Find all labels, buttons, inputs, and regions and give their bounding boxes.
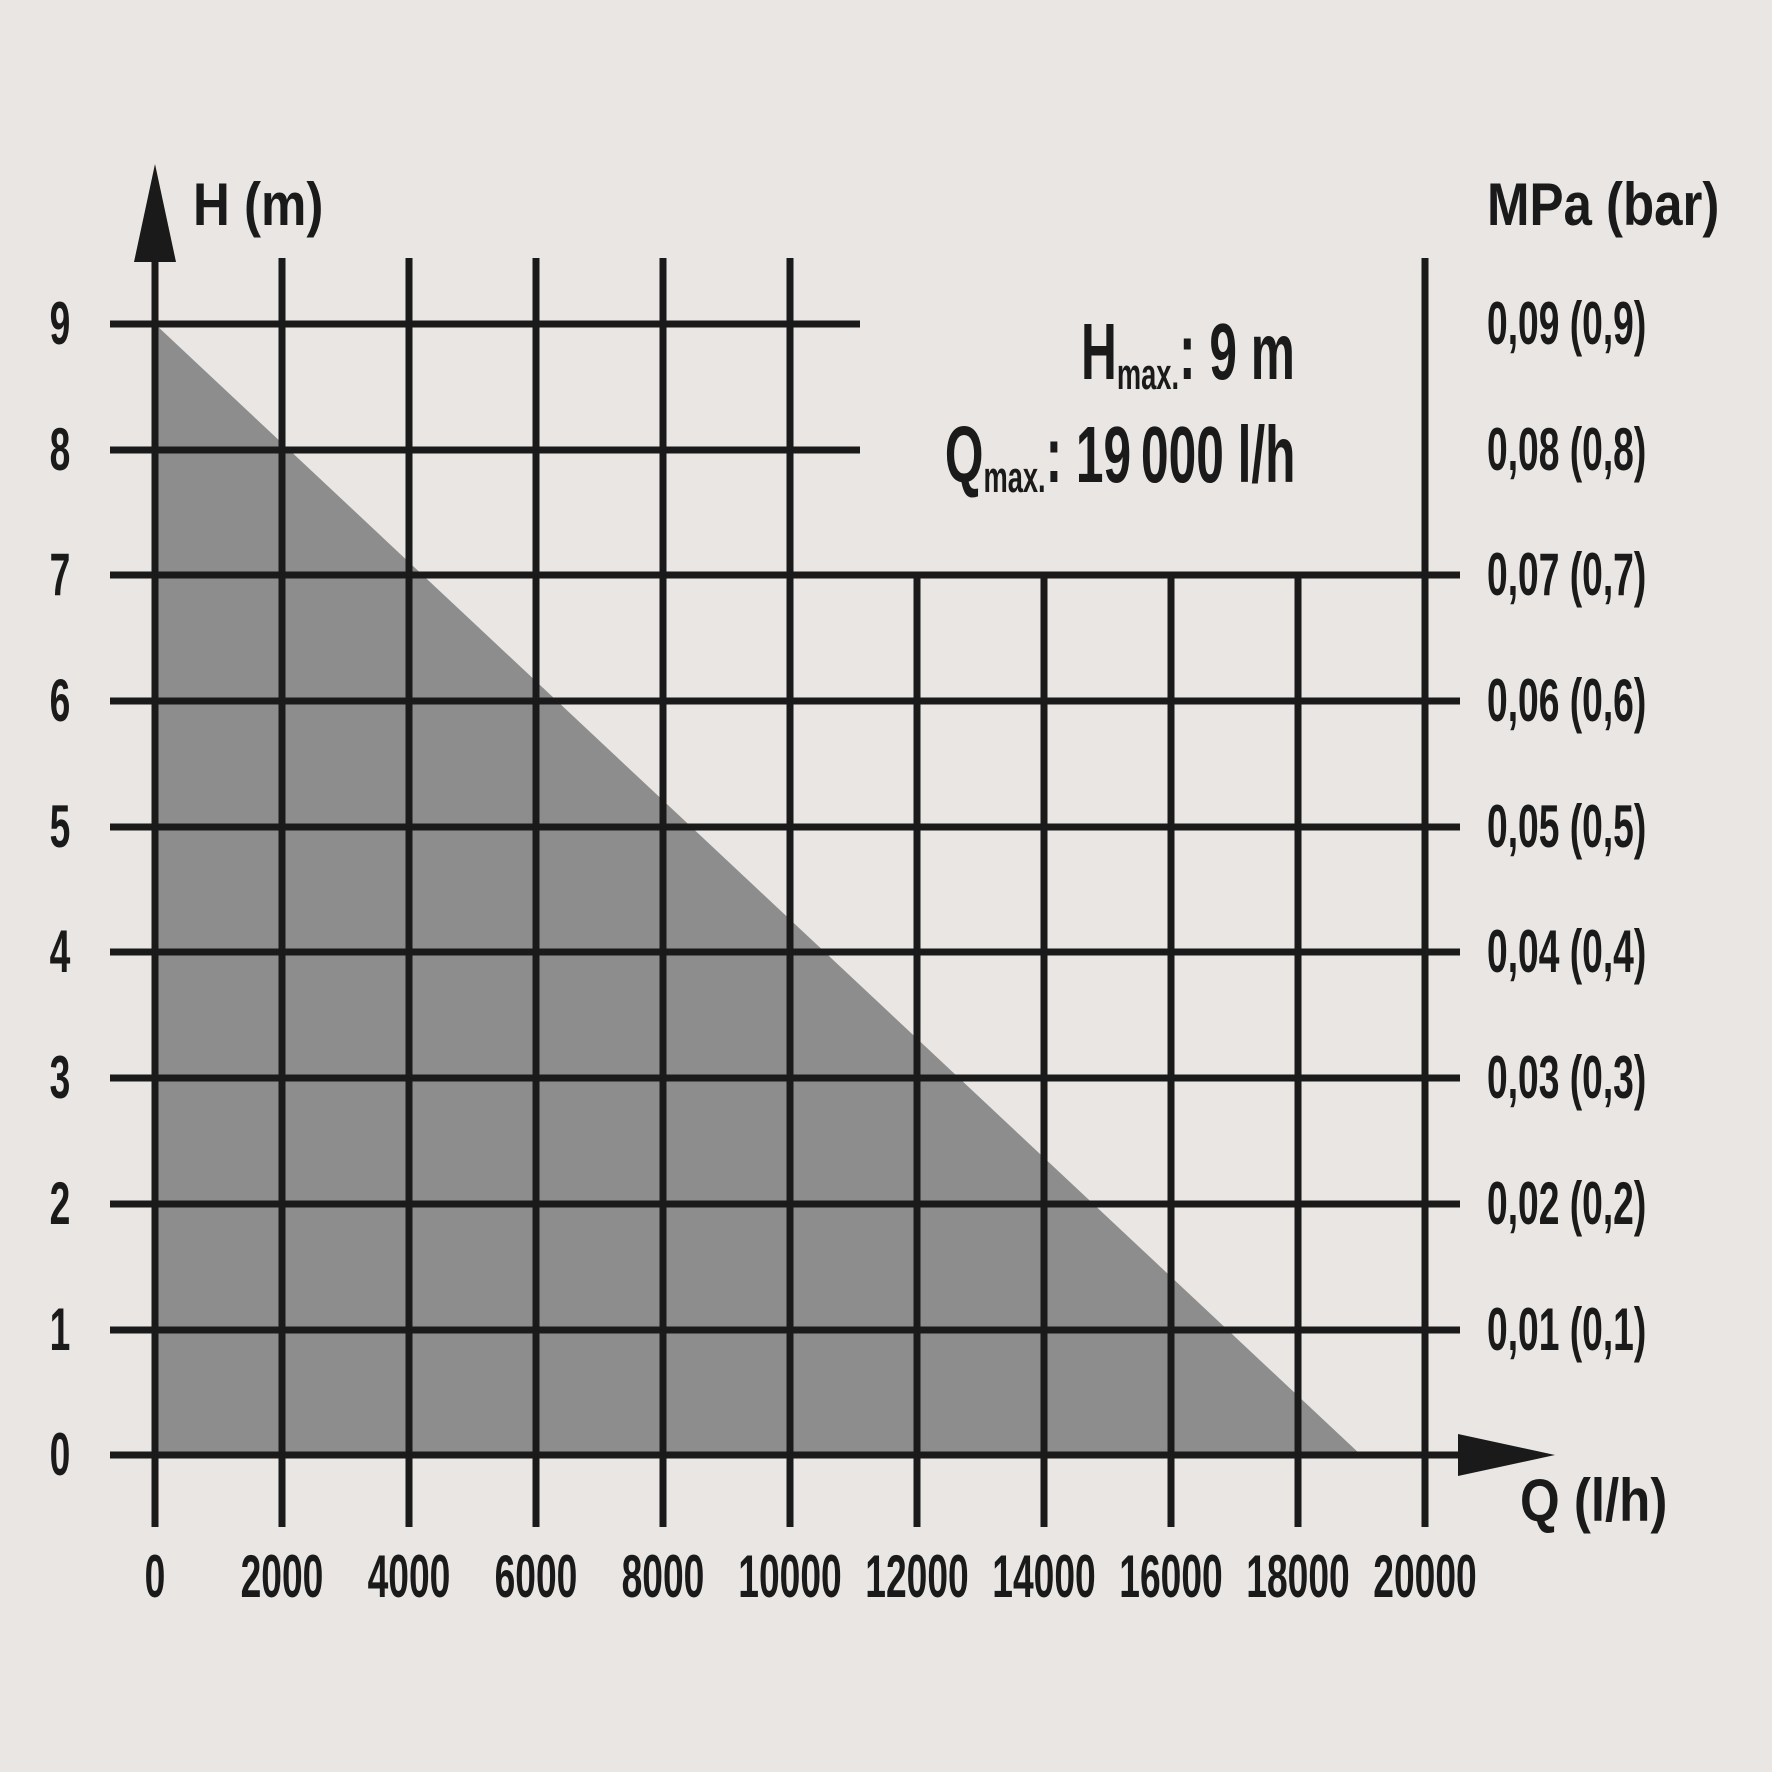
x-axis-tick-label-10000: 10000	[738, 1543, 842, 1610]
q-max-value: : 19 000 l/h	[1045, 410, 1295, 499]
right-axis-tick-label-004: 0,04 (0,4)	[1487, 918, 1647, 985]
y-axis-tick-label-7: 7	[49, 541, 71, 608]
h-max-value: : 9 m	[1179, 307, 1295, 396]
right-axis-title: MPa (bar)	[1487, 171, 1720, 238]
right-axis-tick-label-005: 0,05 (0,5)	[1487, 793, 1647, 860]
right-axis-tick-label-003: 0,03 (0,3)	[1487, 1044, 1647, 1111]
y-axis-title: H (m)	[193, 171, 324, 238]
x-axis-tick-label-16000: 16000	[1119, 1543, 1223, 1610]
y-axis-tick-label-0: 0	[49, 1421, 71, 1488]
h-max-symbol: H	[1081, 307, 1118, 396]
operating-area-triangle	[155, 324, 1361, 1455]
y-axis-tick-label-2: 2	[49, 1170, 71, 1237]
right-axis-tick-label-006: 0,06 (0,6)	[1487, 667, 1647, 734]
x-axis-tick-label-8000: 8000	[621, 1543, 705, 1610]
y-axis-tick-label-9: 9	[49, 290, 71, 357]
q-max-annotation: Qmax.: 19 000 l/h	[944, 415, 1295, 500]
h-max-annotation: Hmax.: 9 m	[1081, 312, 1295, 397]
x-axis-tick-label-2000: 2000	[240, 1543, 324, 1610]
x-axis-title: Q (l/h)	[1520, 1467, 1668, 1534]
q-max-subscript: max.	[983, 452, 1046, 502]
y-axis-tick-label-4: 4	[49, 918, 71, 985]
right-axis-tick-label-002: 0,02 (0,2)	[1487, 1170, 1647, 1237]
x-axis-tick-label-18000: 18000	[1246, 1543, 1350, 1610]
q-max-symbol: Q	[944, 410, 984, 499]
x-axis-arrowhead-icon	[1458, 1434, 1555, 1476]
x-axis-tick-label-0: 0	[144, 1543, 166, 1610]
h-max-subscript: max.	[1117, 349, 1180, 399]
right-axis-tick-label-008: 0,08 (0,8)	[1487, 416, 1647, 483]
axes-lines	[110, 252, 1462, 1527]
x-axis-tick-label-4000: 4000	[367, 1543, 451, 1610]
y-axis-tick-label-6: 6	[49, 667, 71, 734]
x-axis-tick-label-12000: 12000	[865, 1543, 969, 1610]
right-axis-tick-label-007: 0,07 (0,7)	[1487, 541, 1647, 608]
x-axis-tick-label-20000: 20000	[1373, 1543, 1477, 1610]
x-axis-tick-label-6000: 6000	[494, 1543, 578, 1610]
y-axis-tick-label-8: 8	[49, 416, 71, 483]
y-axis-tick-label-5: 5	[49, 793, 71, 860]
grid-horizontal-lines	[110, 320, 1460, 1334]
right-axis-tick-label-009: 0,09 (0,9)	[1487, 290, 1647, 357]
y-axis-arrowhead-icon	[134, 164, 176, 262]
y-axis-tick-label-3: 3	[49, 1044, 71, 1111]
right-axis-tick-label-001: 0,01 (0,1)	[1487, 1296, 1647, 1363]
x-axis-tick-label-14000: 14000	[992, 1543, 1096, 1610]
grid-vertical-lines	[278, 258, 1429, 1527]
y-axis-tick-label-1: 1	[49, 1296, 71, 1363]
